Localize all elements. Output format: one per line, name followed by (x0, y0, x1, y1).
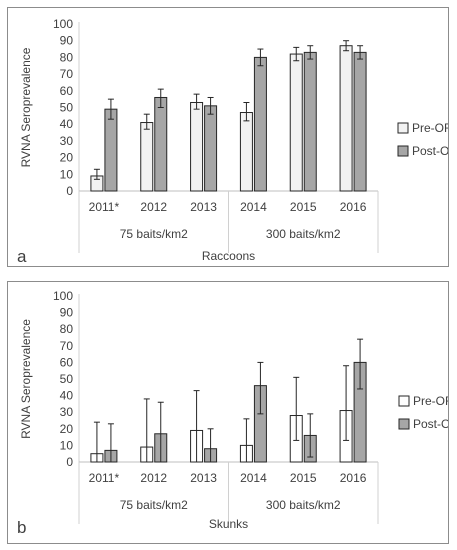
legend-swatch-post-orv (398, 418, 410, 430)
x-tick-label: 2011* (89, 200, 120, 214)
bar-pre-orv-1 (140, 122, 154, 192)
y-tick-label: 60 (60, 355, 74, 369)
chart-panel-b: 0 10 20 30 40 50 60 70 80 90 100 RVNA Seroprevalenc… (7, 281, 449, 544)
y-axis-title: RVNA Seroprevalence (19, 319, 33, 439)
y-tick-label: 80 (60, 50, 74, 64)
panel-letter: b (17, 518, 26, 537)
y-tick-label: 90 (60, 34, 74, 48)
bar-pre-orv-2 (190, 101, 204, 192)
y-axis-title: RVNA Seroprevalence (19, 47, 33, 167)
y-tick-label: 60 (60, 84, 74, 98)
y-tick-label: 40 (60, 117, 74, 131)
y-tick-label: 70 (60, 67, 74, 81)
group-label: 75 baits/km2 (120, 498, 188, 512)
chart-svg-b: 0 10 20 30 40 50 60 70 80 90 100 RVNA Seroprevalenc… (17, 289, 448, 537)
bar-post-orv-1 (154, 96, 168, 192)
bar-post-orv-3 (253, 56, 267, 192)
bar-pre-orv-5 (339, 45, 353, 192)
x-tick-label: 2013 (190, 471, 217, 485)
x-tick-label: 2014 (240, 200, 267, 214)
y-tick-label: 30 (60, 405, 74, 419)
bar-post-orv-5 (353, 51, 367, 192)
x-tick-label: 2011* (89, 471, 120, 485)
y-tick-label: 100 (53, 17, 73, 31)
group-label: 300 baits/km2 (266, 498, 341, 512)
chart-svg-a: 0 10 20 30 40 50 60 70 80 90 100 RVNA Seroprevalenc… (17, 17, 448, 266)
y-tick-label: 0 (66, 455, 73, 469)
x-tick-label: 2013 (190, 200, 217, 214)
chart-panel-a: 0 10 20 30 40 50 60 70 80 90 100 RVNA Seroprevalenc… (7, 7, 449, 267)
y-tick-label: 90 (60, 306, 74, 320)
x-tick-label: 2016 (340, 471, 367, 485)
group-label: 75 baits/km2 (120, 227, 188, 241)
x-tick-label: 2015 (290, 200, 317, 214)
x-tick-label: 2014 (240, 471, 267, 485)
bar-pre-orv-3 (239, 112, 253, 192)
y-tick-label: 50 (60, 101, 74, 115)
legend-swatch-pre-orv (397, 122, 409, 134)
legend-label-pre-orv: Pre-ORV (413, 394, 448, 408)
x-tick-label: 2012 (140, 200, 167, 214)
panel-letter: a (17, 247, 27, 266)
x-tick-label: 2012 (140, 471, 167, 485)
y-tick-label: 80 (60, 322, 74, 336)
bar-post-orv-0 (104, 108, 118, 192)
legend-label-pre-orv: Pre-ORV (412, 121, 448, 135)
bar-pre-orv-4 (289, 53, 303, 192)
y-tick-label: 40 (60, 389, 74, 403)
bar-post-orv-2 (204, 105, 218, 192)
y-tick-label: 10 (60, 167, 74, 181)
x-tick-label: 2016 (340, 200, 367, 214)
legend-label-post-orv: Post-ORV (413, 417, 448, 431)
y-tick-label: 50 (60, 372, 74, 386)
x-axis-title: Skunks (209, 517, 248, 531)
y-tick-label: 20 (60, 151, 74, 165)
legend-label-post-orv: Post-ORV (412, 144, 448, 158)
group-label: 300 baits/km2 (266, 227, 341, 241)
bar-post-orv-4 (303, 51, 317, 192)
y-tick-label: 0 (66, 184, 73, 198)
y-tick-label: 10 (60, 438, 74, 452)
legend-swatch-pre-orv (398, 395, 410, 407)
y-tick-label: 20 (60, 422, 74, 436)
x-tick-label: 2015 (290, 471, 317, 485)
y-tick-label: 100 (53, 289, 73, 303)
x-axis-title: Raccoons (202, 249, 255, 263)
legend-swatch-post-orv (397, 145, 409, 157)
y-tick-label: 30 (60, 134, 74, 148)
y-tick-label: 70 (60, 339, 74, 353)
